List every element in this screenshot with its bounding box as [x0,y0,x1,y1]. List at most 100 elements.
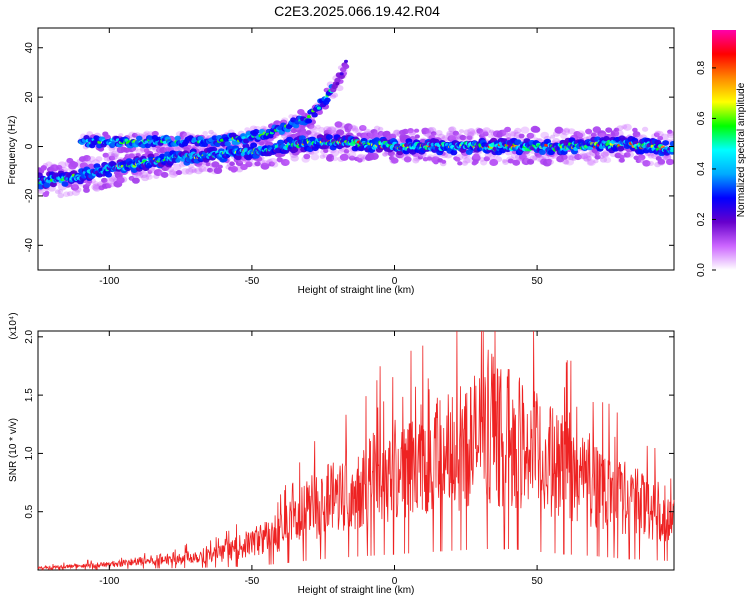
spectrogram-cell [594,154,601,160]
spectrogram-cell [396,149,404,156]
spectrogram-cell [338,74,345,80]
spectrogram-cell [514,127,522,134]
spectrogram-cell [487,133,494,139]
spectrogram-cell [662,140,670,146]
spectrogram-cell [344,123,353,131]
spectrogram-cell [335,82,340,86]
spectrogram-cell [414,134,420,139]
spectrogram-cell [435,129,443,136]
colorbar-gradient [712,30,736,270]
spectrogram-cell [407,130,416,138]
spectrogram-cell [42,162,48,168]
x-tick-label: 0 [392,276,398,287]
spectrogram-cell [462,157,471,164]
spectrogram-cell [141,174,150,182]
spectrogram-cell [528,132,536,139]
spectrogram-cell [290,154,299,162]
spectrogram-cell [57,189,64,194]
spectrogram-cell [626,151,635,158]
spectrogram-cell [512,159,521,166]
spectrogram-cell [253,129,260,135]
spectrogram-cell [389,133,397,140]
spectrogram-cell [228,138,233,142]
colorbar-label: Normalized spectral amplitude [736,82,747,217]
spectrogram-cell [331,156,339,162]
spectrogram-cell [181,168,190,175]
spectrogram-cell [483,156,490,162]
spectrogram-cell [578,152,588,160]
spectrogram-cell [106,184,112,189]
spectrogram-cell [446,130,454,137]
spectrogram-cell [280,158,290,167]
spectrogram-cell [330,129,336,135]
spectrogram-cell [360,125,366,130]
spectrogram-cell [455,154,464,161]
spectrogram-cell [108,176,116,182]
spectrogram-cell [507,158,514,164]
spectrogram-cell [538,149,546,155]
spectrogram-cell [224,141,231,147]
spectrogram-y-axis: -40 -20 0 20 40 [24,42,674,253]
spectrogram-cell [245,161,253,168]
y-tick-label: -40 [24,238,35,253]
spectrogram-cell [63,191,70,197]
spectrogram-cell [560,133,568,139]
spectrogram-cell [220,138,224,142]
spectrogram-cell [654,130,661,136]
colorbar-tick-label: 0.0 [696,263,707,277]
spectrogram-cell [478,156,486,162]
spectrogram-cell [230,166,239,173]
spectrogram-cell [467,127,476,135]
spectrogram-cell [110,153,119,160]
spectrogram-cell [311,112,318,118]
spectrogram-cell [467,128,476,135]
spectrogram-cell [575,132,584,139]
spectrogram-cell [105,182,113,188]
spectrogram-cell [637,154,646,161]
spectrogram-cell [82,154,91,162]
spectrogram-cell [441,159,447,164]
spectrogram-cell [619,154,625,159]
spectrogram-cell [217,164,223,169]
snr-x-label: Height of straight line (km) [298,585,415,596]
spectrogram-cell [514,139,522,145]
spectrogram-cell [667,130,674,137]
spectrogram-cell [285,131,292,137]
spectrogram-cell [169,169,177,176]
spectrogram-cell [623,152,631,158]
spectrogram-cell [585,128,593,135]
spectrogram-cell [580,153,588,160]
spectrogram-cell [641,126,649,132]
spectrogram-cell [450,149,458,156]
spectrogram-cell [480,159,488,166]
spectrogram-cell [369,152,379,160]
spectrogram-cell [637,157,645,164]
spectrogram-cell [250,142,258,148]
spectrogram-cell [482,127,491,135]
spectrogram-cell [135,152,141,157]
spectrogram-cell [458,129,465,134]
spectrogram-cell [466,135,473,141]
spectrogram-cell [144,140,149,144]
spectrogram-cell [560,130,567,135]
spectrogram-cell [327,126,336,134]
spectrogram-cell [145,173,153,180]
spectrogram-cell [544,143,549,147]
spectrogram-x-axis: -100 -50 0 50 [99,28,543,287]
spectrogram-cell [268,157,278,165]
spectrogram-cell [401,128,409,135]
spectrogram-cell [105,177,115,185]
colorbar-tick-label: 0.8 [696,61,707,75]
spectrogram-cell [647,160,655,167]
spectrogram-cell [561,128,570,136]
x-tick-label: -100 [99,576,119,587]
spectrogram-cell [128,153,135,159]
spectrogram-cell [325,127,333,133]
spectrogram-cell [407,127,414,134]
spectrogram-cell [139,171,148,179]
spectrogram-cell [561,158,569,165]
snr-y-multiplier: (x10⁴) [8,312,19,339]
spectrogram-cell [356,158,363,163]
spectrogram-cell [331,92,339,98]
